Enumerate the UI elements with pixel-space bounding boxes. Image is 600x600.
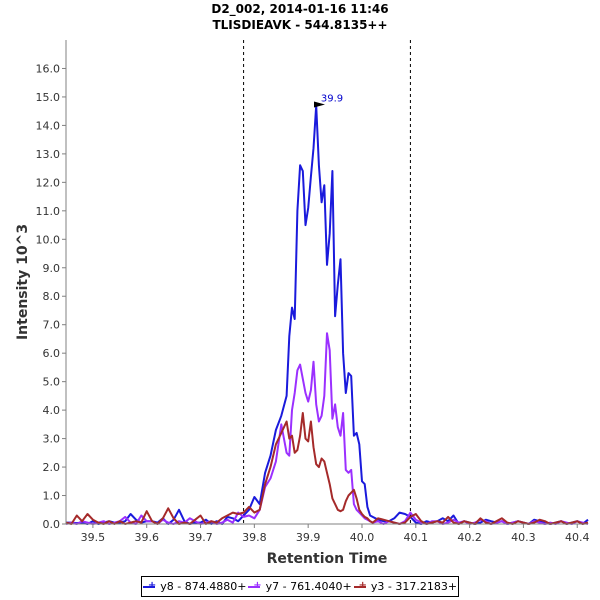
y-tick-label: 10.0 xyxy=(36,233,61,246)
peak-label: 39.9 xyxy=(321,93,343,104)
legend-swatch-y3 xyxy=(353,585,366,588)
y-tick-label: 13.0 xyxy=(36,148,61,161)
legend-item-y3: + y3 - 317.2183+ xyxy=(353,580,458,593)
y-tick-label: 12.0 xyxy=(36,176,61,189)
legend-marker-plus-icon: + xyxy=(147,580,157,591)
y-tick-label: 8.0 xyxy=(43,290,61,303)
x-tick-label: 39.7 xyxy=(188,531,213,544)
legend-swatch-y7 xyxy=(248,585,261,588)
legend-label-y3: y3 - 317.2183+ xyxy=(370,580,458,593)
y-tick-label: 9.0 xyxy=(43,262,61,275)
y-tick-label: 7.0 xyxy=(43,319,61,332)
x-tick-label: 39.9 xyxy=(296,531,321,544)
y-tick-label: 3.0 xyxy=(43,433,61,446)
legend-item-y7: + y7 - 761.4040+ xyxy=(248,580,352,593)
x-tick-label: 40.0 xyxy=(350,531,375,544)
chart-title-line2: TLISDIEAVK - 544.8135++ xyxy=(212,18,388,32)
peak-arrow-icon xyxy=(314,101,325,108)
y-tick-label: 14.0 xyxy=(36,119,61,132)
plot-area-background xyxy=(66,40,588,524)
y-tick-label: 2.0 xyxy=(43,461,61,474)
y-tick-label: 15.0 xyxy=(36,91,61,104)
y-tick-label: 0.0 xyxy=(43,518,61,531)
chart-title-line1: D2_002, 2014-01-16 11:46 xyxy=(211,2,389,16)
legend-label-y7: y7 - 761.4040+ xyxy=(265,580,352,593)
y-tick-label: 6.0 xyxy=(43,347,61,360)
y-tick-label: 4.0 xyxy=(43,404,61,417)
x-axis-label: Retention Time xyxy=(267,551,388,567)
y-axis-label: Intensity 10^3 xyxy=(15,224,31,340)
legend-swatch-y8 xyxy=(142,585,155,588)
x-tick-label: 40.3 xyxy=(511,531,536,544)
y-tick-label: 1.0 xyxy=(43,490,61,503)
x-tick-label: 40.2 xyxy=(457,531,482,544)
chart-title: D2_002, 2014-01-16 11:46 TLISDIEAVK - 54… xyxy=(0,1,600,33)
y-tick-label: 11.0 xyxy=(36,205,61,218)
legend-label-y8: y8 - 874.4880+ xyxy=(160,580,247,593)
x-tick-label: 39.8 xyxy=(242,531,267,544)
x-tick-label: 39.6 xyxy=(134,531,159,544)
y-tick-label: 5.0 xyxy=(43,376,61,389)
x-tick-label: 39.5 xyxy=(81,531,106,544)
chart-legend: + y8 - 874.4880+ + y7 - 761.4040+ + y3 -… xyxy=(141,576,459,597)
legend-marker-plus-icon: + xyxy=(358,580,367,591)
legend-marker-plus-icon: + xyxy=(253,580,262,591)
legend-item-y8: + y8 - 874.4880+ xyxy=(142,580,247,593)
series-line-y3 xyxy=(65,412,589,525)
y-tick-label: 16.0 xyxy=(36,62,61,75)
x-tick-label: 40.4 xyxy=(565,531,590,544)
series-line-y7 xyxy=(65,332,589,525)
x-tick-label: 40.1 xyxy=(404,531,429,544)
